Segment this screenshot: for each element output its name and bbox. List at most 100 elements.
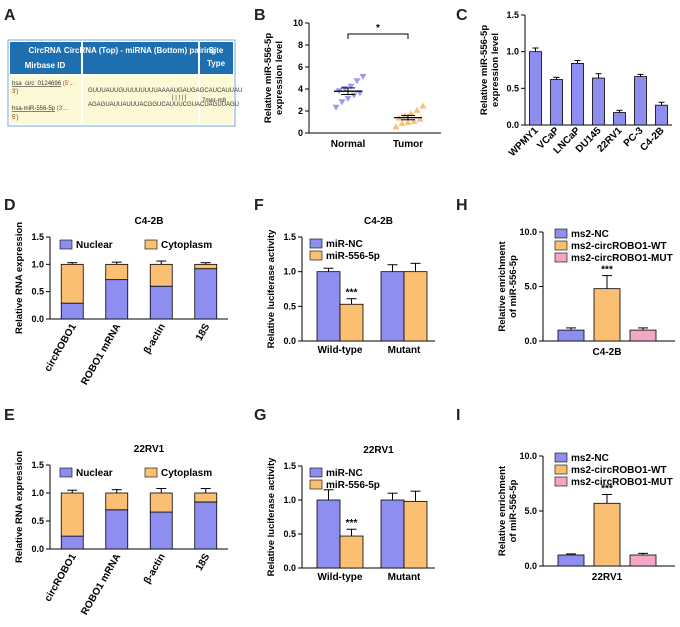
d-bar-cytoplasm	[149, 263, 173, 287]
F-ylabel: Relative luciferase activity	[266, 229, 277, 349]
panel-label-b: B	[254, 7, 266, 24]
d-bar-nuclear	[194, 268, 218, 320]
b-tumor-point	[419, 102, 427, 109]
E-ytick-label: 0.0	[31, 544, 44, 554]
G-ylabel: Relative luciferase activity	[266, 457, 277, 577]
i-legend-swatch	[554, 464, 568, 475]
g-legend-swatch	[309, 467, 323, 478]
panel-label-e: E	[4, 407, 15, 424]
F-ytick-label: 0.5	[283, 301, 296, 311]
seq-top: GUUUAUUGUUUUUUUUAAAAUGAUGAGCAUCAUUAU	[88, 88, 242, 94]
i-legend-swatch	[554, 452, 568, 463]
g-xtick-mutant: Mutant	[388, 572, 421, 583]
circrna-id[interactable]: hsa_circ_0124696 (5'...	[12, 81, 75, 87]
b-tumor-point	[404, 119, 412, 125]
h-legend-item: ms2-circROBO1-MUT	[571, 253, 673, 264]
i-legend-item: ms2-circROBO1-MUT	[571, 477, 673, 488]
f-bar-mutant	[380, 271, 405, 342]
c-bar-lncap	[571, 63, 584, 126]
H-ytick-label: 5.0	[524, 282, 537, 292]
I-ylabel-line2: of miR-556-5p	[508, 479, 519, 542]
H-ytick-label: 0.0	[524, 336, 537, 346]
g-significance: ***	[346, 518, 358, 529]
i-legend-swatch	[554, 476, 568, 487]
g-bar-mutant	[403, 500, 428, 569]
b-tumor-point	[413, 106, 421, 113]
f-significance: ***	[346, 288, 358, 299]
e-bar-cytoplasm	[194, 492, 218, 503]
panel-label-c: C	[456, 7, 468, 24]
c-bar-vcap	[550, 79, 563, 126]
f-bar-wild-type	[339, 303, 364, 342]
G-ytick-label: 0.0	[283, 563, 296, 573]
b-tumor-point	[407, 110, 415, 117]
g-legend-swatch	[309, 479, 323, 490]
h-bar-ms2-circrobo1-mut	[629, 329, 657, 342]
panel-b-chart: 0 2 4 6 8 10 Relative miR-556-5p expression lev…	[263, 18, 441, 150]
header-mirbase-id: Mirbase ID	[25, 61, 66, 70]
header-cell-pairing	[83, 42, 198, 74]
b-normal-point	[353, 78, 361, 85]
I-ytick-label: 10.0	[519, 451, 537, 461]
panel-d-chart: 0.0 0.5 1.0 1.5 Relative RNA expression C4-2B…	[14, 216, 228, 387]
g-bar-mutant	[380, 499, 405, 569]
b-normal-point	[350, 92, 358, 99]
f-legend-swatch	[309, 238, 323, 249]
mirna-5prime: 5')	[12, 115, 18, 121]
c-bar-du145	[592, 77, 605, 126]
b-tumor-point	[416, 115, 424, 122]
b-sig-bracket	[347, 33, 409, 39]
g-bar-wild-type	[316, 499, 341, 569]
I-ylabel-line1: Relative enrichment	[497, 465, 508, 556]
i-bar-ms2-circrobo1-wt	[593, 502, 621, 567]
e-bar-nuclear	[194, 501, 218, 550]
panel-g-chart: 0.0 0.5 1.0 1.5 Relative luciferase activity…	[266, 445, 435, 583]
B-ytick-label: 2	[298, 106, 303, 116]
d-legend-nuclear: Nuclear	[76, 240, 113, 251]
panel-label-h: H	[456, 197, 468, 214]
D-ytick-label: 1.5	[31, 232, 44, 242]
B-ytick-label: 4	[298, 84, 303, 94]
i-legend-item: ms2-circROBO1-WT	[571, 465, 667, 476]
i-xtick: 22RV1	[592, 572, 623, 583]
d-bar-cytoplasm	[60, 263, 84, 304]
header-pairing: CircRNA (Top) - miRNA (Bottom) pairing	[64, 46, 216, 55]
C-ytick-label: 0.0	[506, 120, 519, 130]
b-normal-point	[359, 73, 367, 80]
e-xtick: 18S	[194, 552, 213, 573]
h-legend-item: ms2-NC	[571, 229, 609, 240]
header-circrna: CircRNA	[29, 46, 62, 55]
cell-pairing	[83, 76, 198, 124]
e-legend-swatch-cytoplasm	[144, 467, 158, 478]
panel-label-d: D	[4, 197, 16, 214]
panel-label-i: I	[456, 407, 460, 424]
G-ytick-label: 0.5	[283, 529, 296, 539]
f-bar-mutant	[403, 271, 428, 342]
d-legend-cytoplasm: Cytoplasm	[161, 240, 212, 251]
E-ytick-label: 1.0	[31, 488, 44, 498]
b-normal-point	[338, 99, 346, 106]
B-ytick-label: 6	[298, 62, 303, 72]
H-ylabel-line2: of miR-556-5p	[508, 255, 519, 318]
i-bar-ms2-circrobo1-mut	[629, 554, 657, 567]
b-normal-point	[332, 104, 340, 111]
d-xtick: circROBO1	[43, 322, 79, 374]
b-tumor-point	[392, 123, 400, 130]
B-ytick-label: 0	[298, 128, 303, 138]
D-ytick-label: 0.5	[31, 287, 44, 297]
f-legend-mir: miR-556-5p	[326, 251, 380, 262]
e-bar-cytoplasm	[105, 492, 129, 511]
C-ylabel-line1: Relative miR-556-5p	[479, 25, 490, 115]
C-ytick-label: 1.5	[506, 10, 519, 20]
panel-label-g: G	[254, 407, 266, 424]
G-ytick-label: 1.0	[283, 495, 296, 505]
d-xtick: ROBO1 mRNA	[79, 322, 123, 387]
mirna-id[interactable]: hsa-miR-556-5p (3'...	[12, 106, 69, 112]
d-title: C4-2B	[135, 216, 164, 227]
f-xtick-mutant: Mutant	[388, 345, 421, 356]
f-title: C4-2B	[364, 216, 393, 227]
c-bar-c4-2b	[655, 104, 668, 126]
e-legend-swatch-nuclear	[59, 467, 73, 478]
panel-label-f: F	[254, 197, 264, 214]
